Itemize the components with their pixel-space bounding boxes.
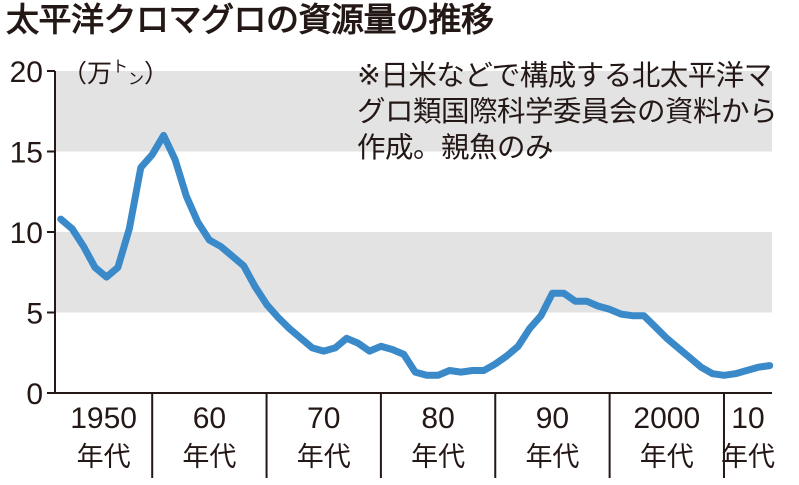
x-tick-label: 10 [731,402,764,435]
x-tick-sublabel: 年代 [411,442,465,473]
y-tick-label: 5 [26,298,43,331]
y-tick-label: 15 [10,137,43,170]
y-tick-label: 10 [10,217,43,250]
x-tick-sublabel: 年代 [77,442,131,473]
x-tick-label: 90 [536,402,569,435]
x-tick-sublabel: 年代 [525,442,579,473]
y-tick-label: 0 [26,378,43,411]
x-category-groups: 1950 年代 60 年代 70 年代 80 年代 90 年代 2000 年代 10 年代 [70,393,775,478]
y-axis-unit-label: （万トン） [62,57,169,88]
x-tick-label: 70 [307,402,340,435]
x-tick-sublabel: 年代 [640,442,694,473]
series-line [57,131,774,379]
x-tick-sublabel: 年代 [721,442,775,473]
grid-bands [55,71,772,313]
source-note: ※日米などで構成する北太平洋マグロ類国際科学委員会の資料から作成。親魚のみ [357,59,778,164]
chart-title: 太平洋クロマグロの資源量の推移 [6,0,494,39]
y-tick-label: 20 [10,56,43,89]
series [57,131,774,379]
grid-band [55,232,772,313]
x-tick-label: 1950 [70,402,137,435]
grid-band [55,71,772,152]
x-tick-sublabel: 年代 [182,442,236,473]
x-tick-label: 80 [421,402,454,435]
x-tick-label: 60 [193,402,226,435]
x-tick-label: 2000 [633,402,700,435]
y-ticks: 0 5 10 15 20 [10,56,55,411]
x-tick-sublabel: 年代 [297,442,351,473]
